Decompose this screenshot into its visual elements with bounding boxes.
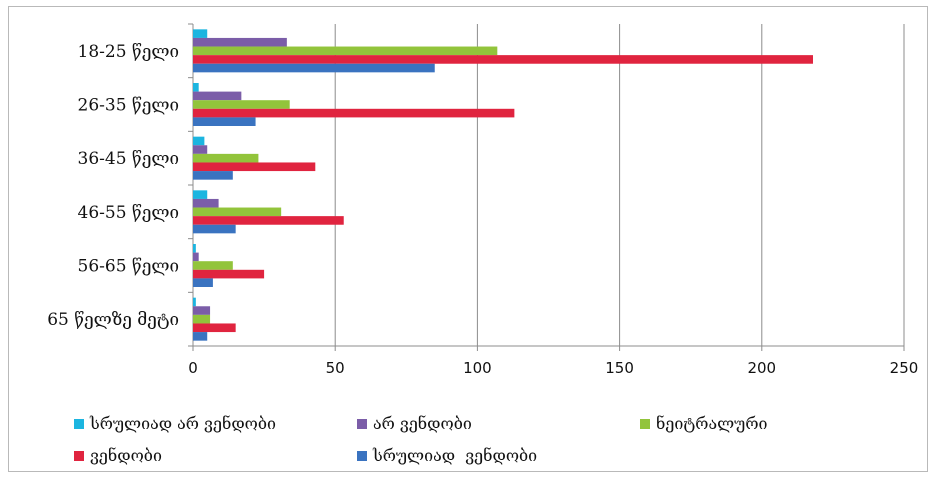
bar bbox=[193, 91, 242, 101]
bar bbox=[193, 190, 208, 199]
bar bbox=[193, 37, 287, 47]
chart-frame bbox=[8, 6, 928, 472]
x-tick-label: 100 bbox=[463, 359, 492, 377]
bar bbox=[193, 297, 196, 307]
bar bbox=[193, 136, 205, 146]
bar bbox=[193, 83, 199, 92]
bar bbox=[193, 153, 259, 163]
bar bbox=[193, 269, 265, 279]
bar bbox=[193, 261, 233, 270]
category-label: 56-65 წელი bbox=[78, 257, 179, 277]
category-label: 18-25 წელი bbox=[78, 42, 179, 62]
bar bbox=[193, 198, 219, 208]
bar bbox=[193, 171, 233, 180]
category-label: 36-45 წელი bbox=[78, 149, 179, 169]
bar bbox=[193, 252, 199, 262]
bar bbox=[193, 244, 196, 253]
bar bbox=[193, 29, 208, 38]
bar bbox=[193, 278, 213, 287]
bar bbox=[193, 108, 515, 118]
bar bbox=[193, 323, 236, 333]
bar bbox=[193, 224, 236, 234]
bar bbox=[193, 63, 435, 73]
bar bbox=[193, 332, 208, 341]
bar bbox=[193, 46, 498, 56]
x-tick-label: 200 bbox=[747, 359, 776, 377]
bar bbox=[193, 145, 208, 154]
bar bbox=[193, 306, 211, 315]
bar bbox=[193, 117, 256, 126]
x-tick-label: 250 bbox=[890, 359, 919, 377]
x-tick-label: 50 bbox=[326, 359, 345, 377]
bar bbox=[193, 100, 290, 109]
bar bbox=[193, 216, 344, 225]
bar bbox=[193, 55, 813, 64]
bar bbox=[193, 314, 211, 324]
bar bbox=[193, 207, 282, 217]
category-label: 46-55 წელი bbox=[78, 203, 179, 223]
bar bbox=[193, 162, 316, 172]
x-tick-label: 150 bbox=[605, 359, 634, 377]
category-label: 65 წელზე მეტი bbox=[47, 310, 179, 330]
x-tick-label: 0 bbox=[188, 359, 198, 377]
category-label: 26-35 წელი bbox=[78, 96, 179, 116]
